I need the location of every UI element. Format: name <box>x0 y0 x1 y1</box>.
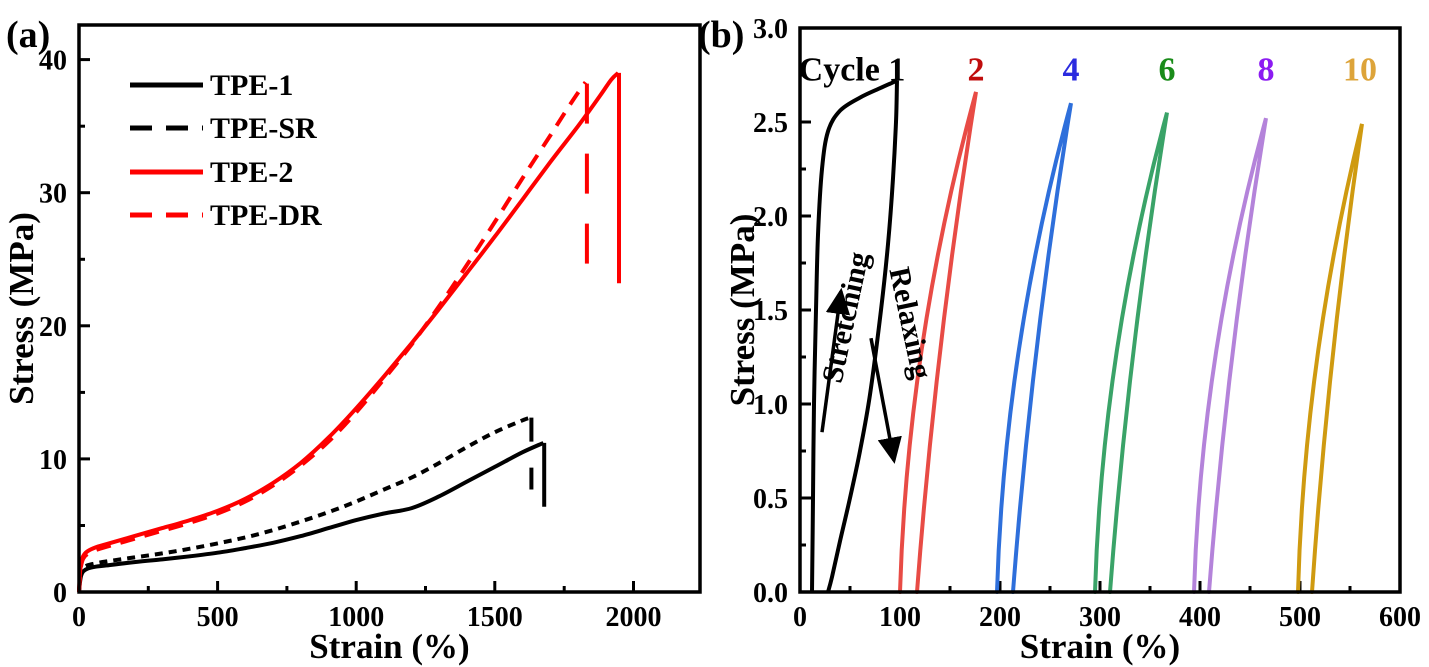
legend-label-TPE-SR: TPE-SR <box>210 112 317 145</box>
stretching-arrow <box>820 287 851 433</box>
curve-TPE-1 <box>77 441 545 593</box>
x-tick-label: 200 <box>979 602 1021 633</box>
cycle-label-4: 4 <box>1063 52 1080 89</box>
legend: TPE-1 TPE-SR TPE-2 TPE-DR <box>130 69 322 232</box>
cycle-loop-8 <box>1192 117 1268 594</box>
cycle-loop-6 <box>1093 112 1169 594</box>
panel-a: 0 500 1000 1500 2000 0 10 20 30 40 Strain (%) Stres… <box>2 14 702 666</box>
plot-frame-b <box>798 26 1402 594</box>
y-tick-label: 40 <box>39 46 67 77</box>
x-tick-label: 0 <box>793 602 807 633</box>
y-axis-title: Stress (MPa) <box>2 212 41 405</box>
y-tick-label: 2.5 <box>753 108 788 139</box>
x-tick-label: 1500 <box>467 602 523 633</box>
cycle-1-stretch-curve <box>810 78 898 593</box>
legend-label-TPE-DR: TPE-DR <box>210 199 322 232</box>
relaxing-label: Relaxing <box>882 264 938 382</box>
y-tick-label: 0.5 <box>753 484 788 515</box>
x-axis-title: Strain (%) <box>1020 627 1180 666</box>
panel-label-a: (a) <box>6 14 50 56</box>
y-tick-label: 0.0 <box>753 578 788 609</box>
cycle-label-6: 6 <box>1159 52 1176 89</box>
cycle-loop-2 <box>898 91 978 594</box>
y-tick-label: 1.5 <box>753 296 788 327</box>
legend-label-TPE-2: TPE-2 <box>210 156 293 189</box>
y-tick-label: 1.0 <box>753 390 788 421</box>
stretching-label: Stretching <box>816 249 876 386</box>
x-tick-label: 500 <box>197 602 239 633</box>
y-tick-label: 30 <box>39 179 67 210</box>
x-tick-label: 400 <box>1179 602 1221 633</box>
curve-TPE-SR <box>77 415 532 593</box>
cycle-loop-10 <box>1296 123 1364 594</box>
legend-label-TPE-1: TPE-1 <box>210 69 293 102</box>
cycle-1-label: Cycle 1 <box>799 52 906 89</box>
cycle-1-relax-curve <box>826 80 899 593</box>
x-tick-label: 0 <box>72 602 86 633</box>
x-tick-label: 100 <box>879 602 921 633</box>
x-tick-label: 600 <box>1379 602 1421 633</box>
ticks-a <box>77 58 635 594</box>
cycle-label-2: 2 <box>968 52 985 89</box>
x-tick-label: 1000 <box>328 602 384 633</box>
y-tick-label: 2.0 <box>753 202 788 233</box>
curve-TPE-2 <box>77 71 620 593</box>
x-tick-label: 500 <box>1279 602 1321 633</box>
panel-label-b: (b) <box>698 14 744 56</box>
cycle-label-10: 10 <box>1343 52 1377 89</box>
cycle-label-8: 8 <box>1258 52 1275 89</box>
y-tick-label: 0 <box>53 578 67 609</box>
y-axis-title: Stress (MPa) <box>723 214 762 407</box>
y-tick-label: 10 <box>39 445 67 476</box>
y-tick-label: 20 <box>39 312 67 343</box>
x-tick-label: 2000 <box>606 602 662 633</box>
cycle-loop-4 <box>995 102 1073 594</box>
curve-TPE-DR <box>77 81 588 593</box>
plot-frame-a <box>77 23 702 594</box>
panel-b: 0 100 200 300 400 500 600 0.0 0.5 1.0 1.5 2.0 2.5 3.0… <box>698 14 1421 666</box>
y-tick-label: 3.0 <box>753 14 788 45</box>
relaxing-arrow <box>869 337 902 464</box>
x-axis-title: Strain (%) <box>309 627 469 666</box>
x-tick-label: 300 <box>1079 602 1121 633</box>
